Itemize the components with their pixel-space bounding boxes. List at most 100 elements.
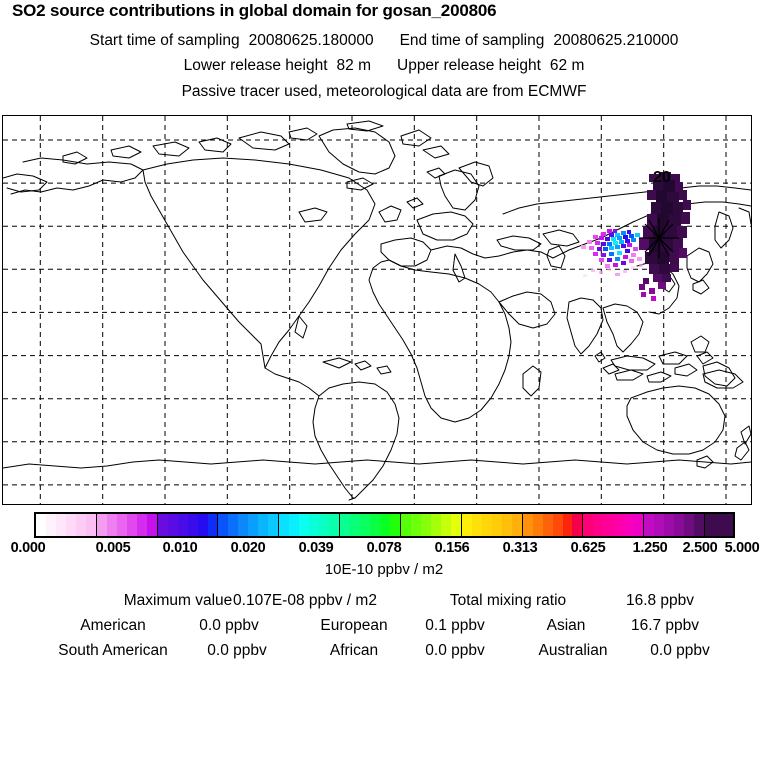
colorbar-step-3-3 <box>248 514 259 536</box>
region-south-american-value: 0.0 ppbv <box>207 642 267 659</box>
colorbar-step-3-4 <box>258 514 269 536</box>
colorbar-step-8-3 <box>552 514 563 536</box>
colorbar-step-7-0 <box>461 514 472 536</box>
stats-row-summary: Maximum value 0.107E-08 ppbv / m2 Total … <box>0 592 768 614</box>
upper-height-label: Upper release height <box>397 57 541 74</box>
colorbar-step-4-4 <box>319 514 330 536</box>
colorbar-step-4-2 <box>299 514 310 536</box>
colorbar-step-2-4 <box>197 514 208 536</box>
statistics-footer: Maximum value 0.107E-08 ppbv / m2 Total … <box>0 592 768 672</box>
region-european-value: 0.1 ppbv <box>425 617 485 634</box>
colorbar-step-0-2 <box>55 514 66 536</box>
colorbar-step-5-5 <box>389 514 400 536</box>
colorbar-step-5-3 <box>370 514 381 536</box>
tracer-note: Passive tracer used, meteorological data… <box>181 83 587 100</box>
colorbar-step-2-2 <box>177 514 188 536</box>
region-asian-label: Asian <box>546 617 586 634</box>
colorbar-segment-7 <box>461 514 523 536</box>
colorbar-step-0-0 <box>36 514 46 536</box>
colorbar-step-1-2 <box>116 514 127 536</box>
colorbar-gradient[interactable] <box>34 512 735 538</box>
colorbar-tick-labels: 0.000 0.005 0.010 0.020 0.039 0.078 0.156 0.313… <box>0 540 768 558</box>
colorbar-step-5-1 <box>350 514 361 536</box>
colorbar-step-1-4 <box>136 514 147 536</box>
lower-height-label: Lower release height <box>183 57 328 74</box>
colorbar-step-9-2 <box>603 514 614 536</box>
region-european-label: European <box>320 617 388 634</box>
colorbar-tick-7: 0.313 <box>502 540 538 556</box>
colorbar-step-1-3 <box>126 514 137 536</box>
colorbar-step-4-0 <box>279 514 290 536</box>
colorbar-step-0-5 <box>85 514 96 536</box>
colorbar-step-2-5 <box>207 514 218 536</box>
colorbar-step-5-4 <box>380 514 390 536</box>
colorbar-segment-2 <box>157 514 219 536</box>
colorbar-step-10-2 <box>664 514 675 536</box>
total-ratio-value: 16.8 ppbv <box>625 592 695 609</box>
colorbar-unit-label: 10E-10 ppbv / m2 <box>324 561 444 578</box>
colorbar-step-0-1 <box>45 514 56 536</box>
colorbar-step-10-3 <box>674 514 685 536</box>
sampling-time-line: Start time of sampling 20080625.180000 End… <box>0 32 768 50</box>
colorbar-step-10-1 <box>654 514 665 536</box>
colorbar-step-6-5 <box>450 514 461 536</box>
colorbar-segment-3 <box>218 514 280 536</box>
colorbar-tick-8: 0.625 <box>570 540 606 556</box>
colorbar-step-9-4 <box>623 514 634 536</box>
colorbar-step-8-1 <box>532 514 543 536</box>
max-value-value: 0.107E-08 ppbv / m2 <box>233 592 377 609</box>
colorbar-step-9-5 <box>633 514 644 536</box>
region-african-label: African <box>329 642 379 659</box>
colorbar-step-2-0 <box>157 514 168 536</box>
colorbar-step-3-5 <box>268 514 279 536</box>
colorbar-step-4-5 <box>329 514 340 536</box>
colorbar-segment-10 <box>644 514 706 536</box>
colorbar-step-2-3 <box>187 514 198 536</box>
graticule-gridlines <box>3 116 751 504</box>
colorbar-segment-9 <box>583 514 645 536</box>
region-american-label: American <box>80 617 146 634</box>
colorbar-step-0-4 <box>75 514 86 536</box>
region-african-value: 0.0 ppbv <box>425 642 485 659</box>
colorbar-step-1-1 <box>106 514 117 536</box>
colorbar-segment-5 <box>340 514 401 536</box>
colorbar-tick-0: 0.000 <box>10 540 46 556</box>
colorbar-segment-8 <box>522 514 584 536</box>
stats-row-south: South American 0.0 ppbv African 0.0 ppbv… <box>0 642 768 664</box>
plume-core-cells <box>639 172 691 301</box>
colorbar-tick-6: 0.156 <box>434 540 470 556</box>
colorbar-step-3-1 <box>228 514 239 536</box>
plume-low-cells <box>581 229 642 268</box>
start-time-label: Start time of sampling <box>89 32 240 49</box>
colorbar-step-5-0 <box>340 514 351 536</box>
upper-height-value: 62 m <box>549 57 585 74</box>
colorbar-panel: 0.000 0.005 0.010 0.020 0.039 0.078 0.156 0.313… <box>0 510 768 582</box>
colorbar-step-2-1 <box>167 514 178 536</box>
colorbar-tick-9: 1.250 <box>632 540 668 556</box>
colorbar-step-8-4 <box>562 514 573 536</box>
colorbar-step-6-3 <box>430 514 441 536</box>
release-site-marker[interactable] <box>639 218 679 258</box>
colorbar-segment-11 <box>705 514 733 536</box>
colorbar-step-10-0 <box>644 514 655 536</box>
colorbar-step-9-0 <box>583 514 594 536</box>
colorbar-tick-3: 0.020 <box>230 540 266 556</box>
colorbar-step-4-3 <box>309 514 320 536</box>
colorbar-step-6-0 <box>400 514 411 536</box>
colorbar-step-1-0 <box>96 514 107 536</box>
colorbar-step-0-3 <box>65 514 76 536</box>
colorbar-step-9-1 <box>593 514 604 536</box>
total-ratio-label: Total mixing ratio <box>449 592 567 609</box>
colorbar-tick-11: 5.000 <box>724 540 760 556</box>
colorbar-step-8-0 <box>522 514 533 536</box>
colorbar-tick-5: 0.078 <box>366 540 402 556</box>
colorbar-step-3-2 <box>238 514 249 536</box>
colorbar-step-7-4 <box>501 514 512 536</box>
lower-height-value: 82 m <box>336 57 371 74</box>
colorbar-step-8-5 <box>572 514 583 536</box>
world-map-plot[interactable]: 20 <box>2 115 752 505</box>
colorbar-step-9-3 <box>613 514 624 536</box>
colorbar-step-7-2 <box>481 514 492 536</box>
colorbar-step-11-0 <box>705 514 733 536</box>
colorbar-tick-4: 0.039 <box>298 540 334 556</box>
